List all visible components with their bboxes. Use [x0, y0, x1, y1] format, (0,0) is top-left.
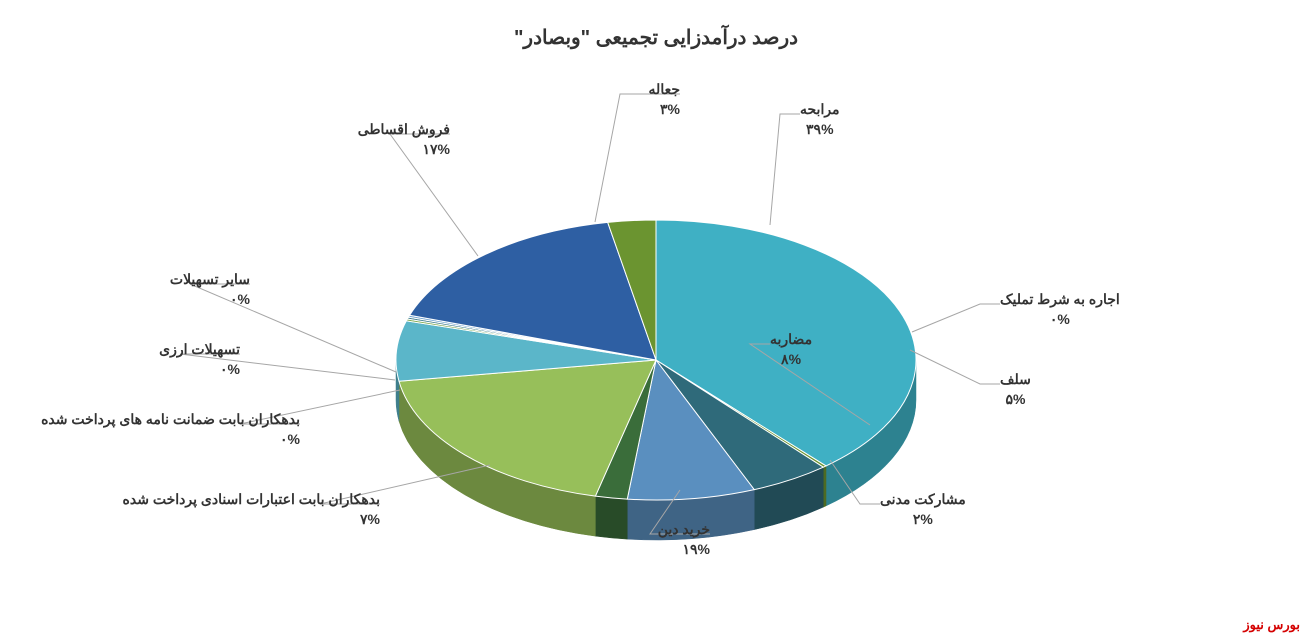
slice-label: فروش اقساطی۱۷% — [358, 120, 450, 159]
slice-label: مرابحه۳۹% — [800, 100, 840, 139]
footer-credit: بورس نیوز — [1243, 617, 1300, 633]
slice-label: سایر تسهیلات۰% — [170, 270, 250, 309]
chart-area: مرابحه۳۹% اجاره به شرط تملیک۰% سلف۵% مضاربه… — [0, 60, 1312, 620]
slice-label: مضاربه۸% — [770, 330, 812, 369]
slice-label: جعاله۳% — [649, 80, 680, 119]
slice-label: بدهکاران بابت اعتبارات اسنادی پرداخت شده… — [123, 490, 380, 529]
slice-label: خرید دین۱۹% — [658, 520, 710, 559]
slice-label: اجاره به شرط تملیک۰% — [1000, 290, 1120, 329]
slice-label: بدهکاران بابت ضمانت نامه های پرداخت شده۰… — [41, 410, 300, 449]
slice-label: تسهیلات ارزی۰% — [159, 340, 240, 379]
chart-container: درصد درآمدزایی تجمیعی "وبصادر" مرابحه۳۹%… — [0, 0, 1312, 641]
slice-label: مشارکت مدنی۲% — [880, 490, 966, 529]
chart-title: درصد درآمدزایی تجمیعی "وبصادر" — [0, 25, 1312, 50]
slice-label: سلف۵% — [1000, 370, 1031, 409]
